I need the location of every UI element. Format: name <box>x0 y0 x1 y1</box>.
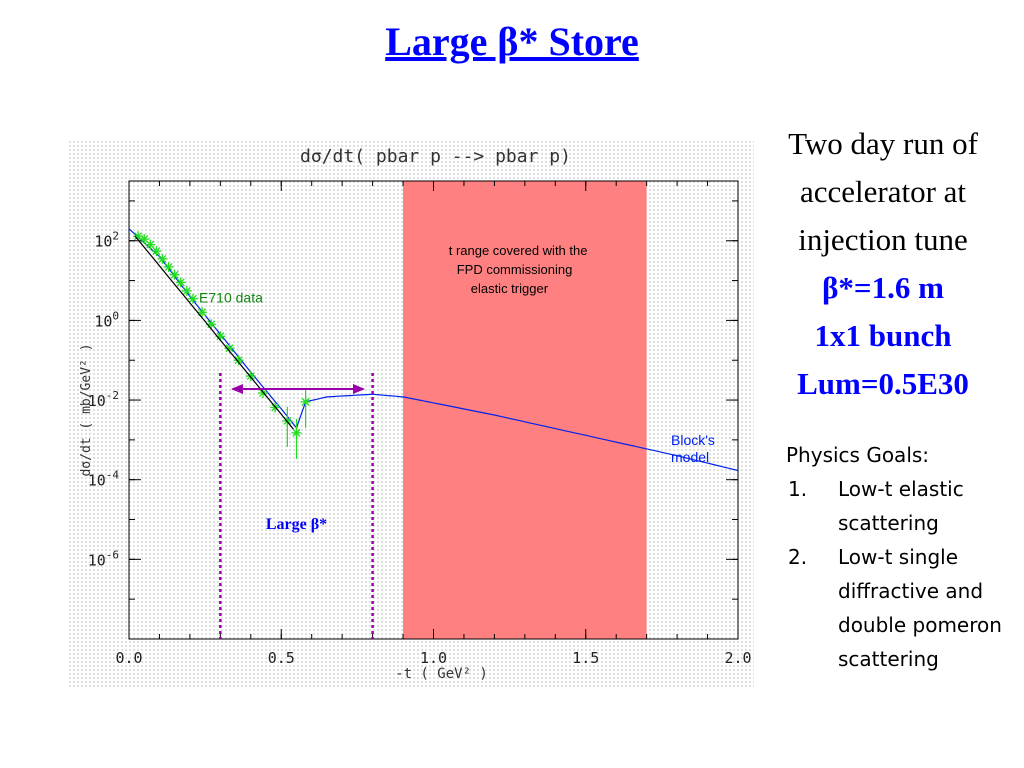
model-label: model <box>671 449 709 465</box>
list-item-text: Low-t elastic scattering <box>838 477 964 535</box>
run-info: Two day run of accelerator at injection … <box>760 120 1006 408</box>
data-point-e710 <box>151 246 162 257</box>
x-tick-label: 0.0 <box>115 649 142 667</box>
data-point-e710 <box>300 387 311 428</box>
x-axis-label: -t ( GeV² ) <box>395 666 488 682</box>
run-info-line1: Two day run of <box>788 126 978 161</box>
x-tick-label: 1.0 <box>420 649 447 667</box>
x-tick-label: 0.5 <box>268 649 295 667</box>
data-point-e710 <box>233 355 244 366</box>
arrow-head-right <box>352 384 365 394</box>
y-tick-label: 10-4 <box>88 469 120 490</box>
run-info-line3: injection tune <box>798 222 968 257</box>
y-tick-label: 100 <box>94 309 119 330</box>
y-axis-label: dσ/dt ( mb/GeV² ) <box>79 343 94 476</box>
bunch-config: 1x1 bunch <box>814 318 952 353</box>
beta-star-value: β*=1.6 m <box>822 270 944 305</box>
slide-title: Large β* Store <box>385 19 639 64</box>
fpd-region-label: elastic trigger <box>471 281 549 296</box>
list-item: 2. Low-t single diffractive and double p… <box>786 540 1022 676</box>
list-item-text: Low-t single diffractive and double pome… <box>838 545 1002 671</box>
data-point-e710 <box>291 418 302 459</box>
chart-title: dσ/dt( pbar p --> pbar p) <box>300 146 571 167</box>
data-point-e710 <box>187 293 198 304</box>
fpd-region <box>403 181 647 639</box>
cross-section-chart: 0.0 0.5 1.0 1.5 2.0 102 100 10-2 10-4 10-6 dσ/dt( … <box>79 146 752 682</box>
y-tick-label: 10-6 <box>88 548 119 569</box>
data-point-e710 <box>175 277 186 288</box>
x-tick-label: 2.0 <box>724 649 751 667</box>
physics-goals-heading: Physics Goals: <box>786 443 930 467</box>
list-item-number: 2. <box>788 545 808 569</box>
fpd-region-label: t range covered with the <box>449 243 588 258</box>
luminosity: Lum=0.5E30 <box>797 366 969 401</box>
physics-goals: Physics Goals: 1. Low-t elastic scatteri… <box>786 438 1022 676</box>
chart-panel: 0.0 0.5 1.0 1.5 2.0 102 100 10-2 10-4 10-6 dσ/dt( … <box>68 140 754 688</box>
data-point-e710 <box>169 269 180 280</box>
data-point-e710 <box>157 253 168 264</box>
data-point-e710 <box>224 343 235 354</box>
data-point-e710 <box>145 239 156 250</box>
run-info-line2: accelerator at <box>799 174 967 209</box>
x-tick-label: 1.5 <box>572 649 599 667</box>
y-tick-label: 10-2 <box>88 389 119 410</box>
list-item: 1. Low-t elastic scattering <box>786 472 1022 540</box>
physics-goals-list: 1. Low-t elastic scattering 2. Low-t sin… <box>786 472 1022 676</box>
large-beta-label: Large β* <box>266 516 327 533</box>
series-fit-line <box>134 235 294 430</box>
data-point-e710 <box>181 285 192 296</box>
model-label: Block's <box>671 432 715 448</box>
fpd-region-label: FPD commissioning <box>457 262 573 277</box>
list-item-number: 1. <box>788 477 808 501</box>
data-point-e710 <box>163 261 174 272</box>
arrow-head-left <box>231 384 244 394</box>
y-tick-label: 102 <box>94 230 119 251</box>
e710-label: E710 data <box>199 289 263 305</box>
